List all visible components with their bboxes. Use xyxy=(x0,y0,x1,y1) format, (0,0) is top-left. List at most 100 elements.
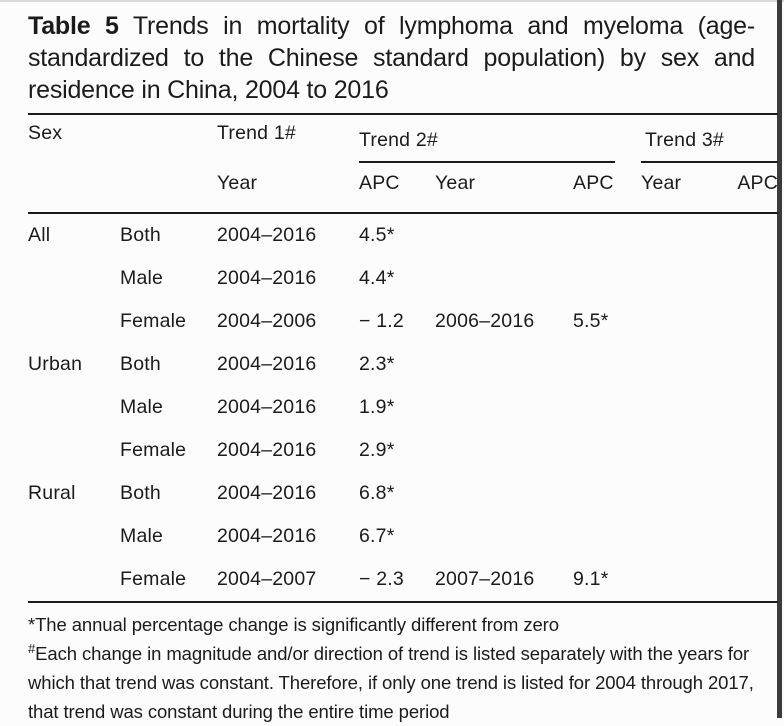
cell-apc1: 1.9* xyxy=(359,396,395,418)
footnotes: *The annual percentage change is signifi… xyxy=(28,610,777,726)
header-group-row: Sex Trend 1# Trend 2# Trend 3# xyxy=(28,115,779,163)
cell-apc3 xyxy=(733,429,778,472)
table-caption: Table 5 Trends in mortality of lymphoma … xyxy=(28,10,755,106)
cell-apc3 xyxy=(733,343,778,386)
cell-year1: 2004–2016 xyxy=(217,525,317,547)
table-row: Female 2004–2006 − 1.2 2006–2016 5.5* xyxy=(28,300,778,343)
header-trend3-label: Trend 3# xyxy=(645,129,724,151)
header-year1: Year xyxy=(217,163,360,214)
cell-apc2 xyxy=(573,515,641,558)
cell-year2 xyxy=(435,213,573,257)
table-row: Urban Both 2004–2016 2.3* xyxy=(28,343,778,386)
cell-group xyxy=(28,558,120,603)
cell-group: All xyxy=(28,224,51,246)
cell-year1: 2004–2016 xyxy=(217,353,317,375)
cell-sex: Female xyxy=(120,558,218,603)
cell-apc2: 9.1* xyxy=(573,558,642,603)
cell-group: Rural xyxy=(28,482,76,504)
cell-year1: 2004–2007 xyxy=(217,558,360,603)
header-apc2: APC xyxy=(573,163,642,214)
cell-year3 xyxy=(641,257,733,300)
header-trend2: Trend 2# xyxy=(359,115,641,163)
header-year2: Year xyxy=(435,163,574,214)
footnote-asterisk-text: The annual percentage change is signific… xyxy=(35,614,559,635)
cell-year3 xyxy=(641,343,733,386)
header-sub-row: Year APC Year APC Year APC xyxy=(28,163,779,214)
mortality-trends-table: Sex Trend 1# Trend 2# Trend 3# Year APC … xyxy=(28,115,779,603)
cell-year1: 2004–2016 xyxy=(217,224,317,246)
cell-year3 xyxy=(641,213,733,257)
cell-apc1: 2.3* xyxy=(359,353,395,375)
cell-apc3 xyxy=(733,300,778,343)
cell-sex: Male xyxy=(120,525,164,547)
cell-sex: Both xyxy=(120,224,161,246)
cell-apc3 xyxy=(733,515,778,558)
cell-apc3 xyxy=(733,472,778,515)
table-body: All Both 2004–2016 4.5* Male 2004–2016 4… xyxy=(28,213,779,603)
cell-year2: 2007–2016 xyxy=(435,558,574,603)
footnote-hash: #Each change in magnitude and/or directi… xyxy=(28,639,777,726)
cell-sex: Both xyxy=(120,482,161,504)
cell-apc1: − 2.3 xyxy=(359,558,436,603)
cell-apc2 xyxy=(573,343,641,386)
table-title-text: Trends in mortality of lymphoma and myel… xyxy=(28,12,756,104)
table-row: Female 2004–2007 − 2.3 2007–2016 9.1* xyxy=(28,558,779,603)
footnote-hash-marker: # xyxy=(28,640,36,656)
cell-apc2 xyxy=(573,213,641,257)
cell-sex: Female xyxy=(120,310,187,332)
cell-apc2 xyxy=(573,386,641,429)
cell-year1: 2004–2016 xyxy=(217,396,317,418)
cell-apc2 xyxy=(573,257,641,300)
cell-apc1: − 1.2 xyxy=(359,310,404,332)
page-top-border xyxy=(0,0,784,2)
table-row: Rural Both 2004–2016 6.8* xyxy=(28,472,778,515)
cell-year2: 2006–2016 xyxy=(435,310,535,332)
cell-year2 xyxy=(435,472,573,515)
table-row: Male 2004–2016 6.7* xyxy=(28,515,778,558)
table-row: Male 2004–2016 4.4* xyxy=(28,257,778,300)
cell-group xyxy=(28,515,120,558)
cell-group xyxy=(28,386,120,429)
table-number-label: Table 5 xyxy=(28,12,119,40)
cell-year2 xyxy=(435,429,573,472)
cell-apc3 xyxy=(733,558,779,603)
cell-group xyxy=(28,429,120,472)
cell-year3 xyxy=(641,300,733,343)
cell-apc1: 4.4* xyxy=(359,267,395,289)
cell-year2 xyxy=(435,257,573,300)
cell-year1: 2004–2016 xyxy=(217,482,317,504)
cell-year1: 2004–2016 xyxy=(217,439,317,461)
header-sex: Sex xyxy=(28,122,63,144)
footnote-asterisk: *The annual percentage change is signifi… xyxy=(28,610,777,639)
cell-apc3 xyxy=(733,213,778,257)
header-trend2-label: Trend 2# xyxy=(359,129,438,151)
cell-apc1: 4.5* xyxy=(359,224,395,246)
cell-apc1: 6.8* xyxy=(359,482,395,504)
cell-year3 xyxy=(641,472,733,515)
table-header: Sex Trend 1# Trend 2# Trend 3# Year APC … xyxy=(28,115,779,214)
cell-year1: 2004–2006 xyxy=(217,310,317,332)
cell-apc3 xyxy=(733,386,778,429)
cell-year3 xyxy=(641,558,734,603)
table-row: Male 2004–2016 1.9* xyxy=(28,386,778,429)
table-row: Female 2004–2016 2.9* xyxy=(28,429,778,472)
cell-year3 xyxy=(641,386,733,429)
header-empty xyxy=(28,163,218,214)
cell-year2 xyxy=(435,515,573,558)
cell-apc2 xyxy=(573,472,641,515)
cell-year2 xyxy=(435,386,573,429)
footnote-asterisk-marker: * xyxy=(28,614,36,635)
cell-group: Urban xyxy=(28,353,83,375)
footnote-hash-text: Each change in magnitude and/or directio… xyxy=(28,643,754,722)
cell-group xyxy=(28,257,120,300)
cell-apc1: 2.9* xyxy=(359,439,395,461)
cell-group xyxy=(28,300,120,343)
cell-year3 xyxy=(641,429,733,472)
cell-apc2 xyxy=(573,429,641,472)
cell-year2 xyxy=(435,343,573,386)
header-year3: Year xyxy=(641,163,734,214)
cell-year3 xyxy=(641,515,733,558)
header-apc1: APC xyxy=(359,163,436,214)
header-apc3: APC xyxy=(733,163,779,214)
cell-sex: Male xyxy=(120,396,164,418)
